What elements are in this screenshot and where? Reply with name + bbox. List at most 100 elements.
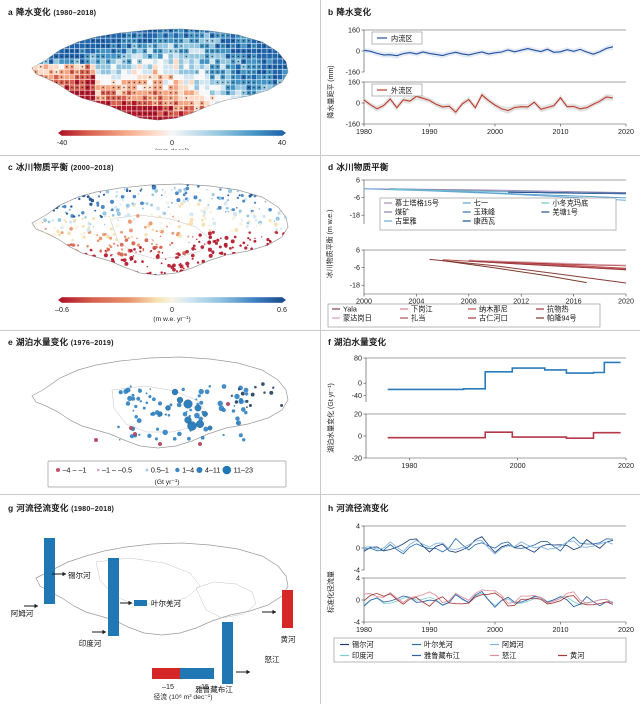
panel-a-letter: a	[8, 7, 13, 17]
svg-text:-6: -6	[354, 193, 360, 202]
svg-text:印度河: 印度河	[352, 651, 374, 660]
svg-text:2000: 2000	[487, 625, 503, 634]
panel-a-grid-cells	[32, 29, 288, 120]
svg-text:雅鲁藏布江: 雅鲁藏布江	[195, 684, 233, 694]
svg-text:2020: 2020	[618, 297, 634, 306]
panel-c-cbar-min: –0.6	[55, 305, 69, 314]
panel-a: a 降水变化 (1980–2018)	[0, 0, 320, 155]
svg-text:6: 6	[356, 175, 360, 184]
svg-text:20: 20	[354, 409, 362, 418]
svg-text:-6: -6	[354, 263, 360, 272]
svg-text:阿姆河: 阿姆河	[502, 640, 524, 649]
svg-text:2004: 2004	[408, 297, 424, 306]
svg-text:-20: -20	[352, 453, 362, 462]
svg-text:2020: 2020	[618, 625, 634, 634]
svg-text:怒江: 怒江	[265, 654, 280, 664]
svg-text:4: 4	[356, 573, 360, 582]
panel-e-map: –4 – –1 –1 – –0.5 0.5–1 1–4 4–11 11–23 (Gt yr…	[31, 356, 289, 488]
panel-f-name: 湖泊水量变化	[334, 337, 387, 347]
panel-g-legend-min: –15	[162, 682, 174, 691]
svg-text:2016: 2016	[566, 297, 582, 306]
panel-c-years: (2000–2018)	[70, 163, 114, 172]
svg-text:锡尔河: 锡尔河	[68, 570, 91, 580]
svg-text:1990: 1990	[422, 625, 438, 634]
panel-b-ylabel: 降水量距平 (mm)	[326, 65, 335, 118]
panel-e-legend-units: (Gt yr⁻¹)	[154, 479, 179, 486]
svg-text:0: 0	[356, 46, 360, 55]
panel-e: e 湖泊水量变化 (1976–2019) –4 – –1 –1 – –0.5 0.5–…	[0, 330, 320, 494]
horizontal-divider-1	[0, 155, 640, 156]
panel-g-name: 河流径流变化	[16, 503, 69, 513]
panel-e-lake-points	[93, 382, 284, 446]
svg-text:雅鲁藏布江: 雅鲁藏布江	[424, 651, 460, 660]
svg-text:160: 160	[348, 25, 360, 34]
panel-d-name: 冰川物质平衡	[336, 162, 389, 172]
panel-e-legend: –4 – –1 –1 – –0.5 0.5–1 1–4 4–11 11–23 (Gt yr…	[47, 460, 287, 488]
svg-text:-160: -160	[346, 67, 360, 76]
svg-text:2020: 2020	[618, 127, 634, 136]
panel-a-cbar-max: 40	[278, 138, 286, 147]
svg-text:2020: 2020	[618, 461, 634, 470]
svg-text:印度河: 印度河	[79, 638, 102, 648]
svg-text:2000: 2000	[356, 297, 372, 306]
panel-a-colorbar: -40 0 40 (mm dec⁻¹)	[57, 130, 286, 150]
svg-text:2008: 2008	[461, 297, 477, 306]
panel-f-chart: 湖泊水量变化 (Gt yr⁻¹) 80 0 -40 20 0 -20 1980 2000 202…	[326, 353, 634, 470]
svg-text:Yala: Yala	[343, 305, 357, 314]
panel-g: g 河流径流变化 (1980–2018) 锡尔河 阿姆河 印度河 叶尔羌河 雅鲁藏布江 怒江…	[0, 494, 320, 704]
svg-text:玉珠峰: 玉珠峰	[474, 208, 496, 217]
panel-a-name: 降水变化	[15, 7, 51, 17]
svg-text:黄河: 黄河	[281, 634, 296, 644]
panel-c-cbar-units: (m w.e. yr⁻¹)	[153, 316, 191, 323]
svg-text:叶尔羌河: 叶尔羌河	[424, 640, 453, 649]
svg-text:慕士塔格15号: 慕士塔格15号	[395, 199, 439, 208]
panel-c-letter: c	[8, 162, 13, 172]
panel-d-title: d 冰川物质平衡	[328, 161, 389, 173]
panel-f: f 湖泊水量变化 湖泊水量变化 (Gt yr⁻¹) 80 0 -40 20 0 -20 198…	[320, 330, 640, 494]
svg-text:小冬克玛底: 小冬克玛底	[552, 199, 588, 208]
panel-f-ylabel: 湖泊水量变化 (Gt yr⁻¹)	[326, 383, 335, 453]
panel-c-map: –0.6 0 0.6 (m w.e. yr⁻¹)	[31, 183, 289, 323]
panel-g-years: (1980–2018)	[71, 504, 115, 513]
panel-h-title: h 河流径流变化	[328, 502, 389, 514]
horizontal-divider-3	[0, 494, 640, 495]
svg-text:0: 0	[356, 595, 360, 604]
panel-d-letter: d	[328, 162, 334, 172]
panel-c: c 冰川物质平衡 (2000–2018)	[0, 155, 320, 330]
panel-f-letter: f	[328, 337, 332, 347]
panel-g-legend: –15 15 径流 (10⁸ m³ dec⁻¹)	[152, 668, 214, 701]
panel-f-title: f 湖泊水量变化	[328, 336, 386, 348]
svg-text:锡尔河: 锡尔河	[352, 640, 374, 649]
svg-text:2010: 2010	[553, 625, 569, 634]
panel-g-legend-units: 径流 (10⁸ m³ dec⁻¹)	[154, 692, 213, 701]
svg-text:2000: 2000	[510, 461, 526, 470]
svg-text:怒江: 怒江	[502, 651, 516, 660]
svg-text:0: 0	[356, 543, 360, 552]
panel-g-legend-max: 15	[201, 682, 209, 691]
svg-text:抗物热: 抗物热	[547, 305, 569, 314]
panel-c-title: c 冰川物质平衡 (2000–2018)	[8, 161, 114, 173]
svg-text:煤矿: 煤矿	[395, 208, 409, 217]
svg-text:下岗江: 下岗江	[411, 305, 433, 314]
svg-text:扎当: 扎当	[411, 314, 425, 323]
panel-c-colorbar: –0.6 0 0.6 (m w.e. yr⁻¹)	[55, 297, 287, 323]
svg-text:1990: 1990	[422, 127, 438, 136]
svg-text:羌塘1号: 羌塘1号	[552, 208, 578, 217]
svg-text:古里雅: 古里雅	[395, 217, 417, 226]
svg-text:1980: 1980	[356, 625, 372, 634]
svg-text:0: 0	[358, 378, 362, 387]
panel-d-ylabel: 冰川物质平衡 (m w.e.)	[325, 210, 334, 279]
panel-a-cbar-mid: 0	[170, 138, 174, 147]
svg-text:80: 80	[354, 353, 362, 362]
panel-e-title: e 湖泊水量变化 (1976–2019)	[8, 336, 114, 348]
svg-text:0: 0	[356, 98, 360, 107]
svg-text:0: 0	[358, 431, 362, 440]
panel-h-name: 河流径流变化	[336, 503, 389, 513]
panel-e-name: 湖泊水量变化	[15, 337, 69, 347]
svg-text:阿姆河: 阿姆河	[11, 608, 34, 618]
svg-text:11–23: 11–23	[234, 466, 253, 475]
panel-b-title: b 降水变化	[328, 6, 371, 18]
